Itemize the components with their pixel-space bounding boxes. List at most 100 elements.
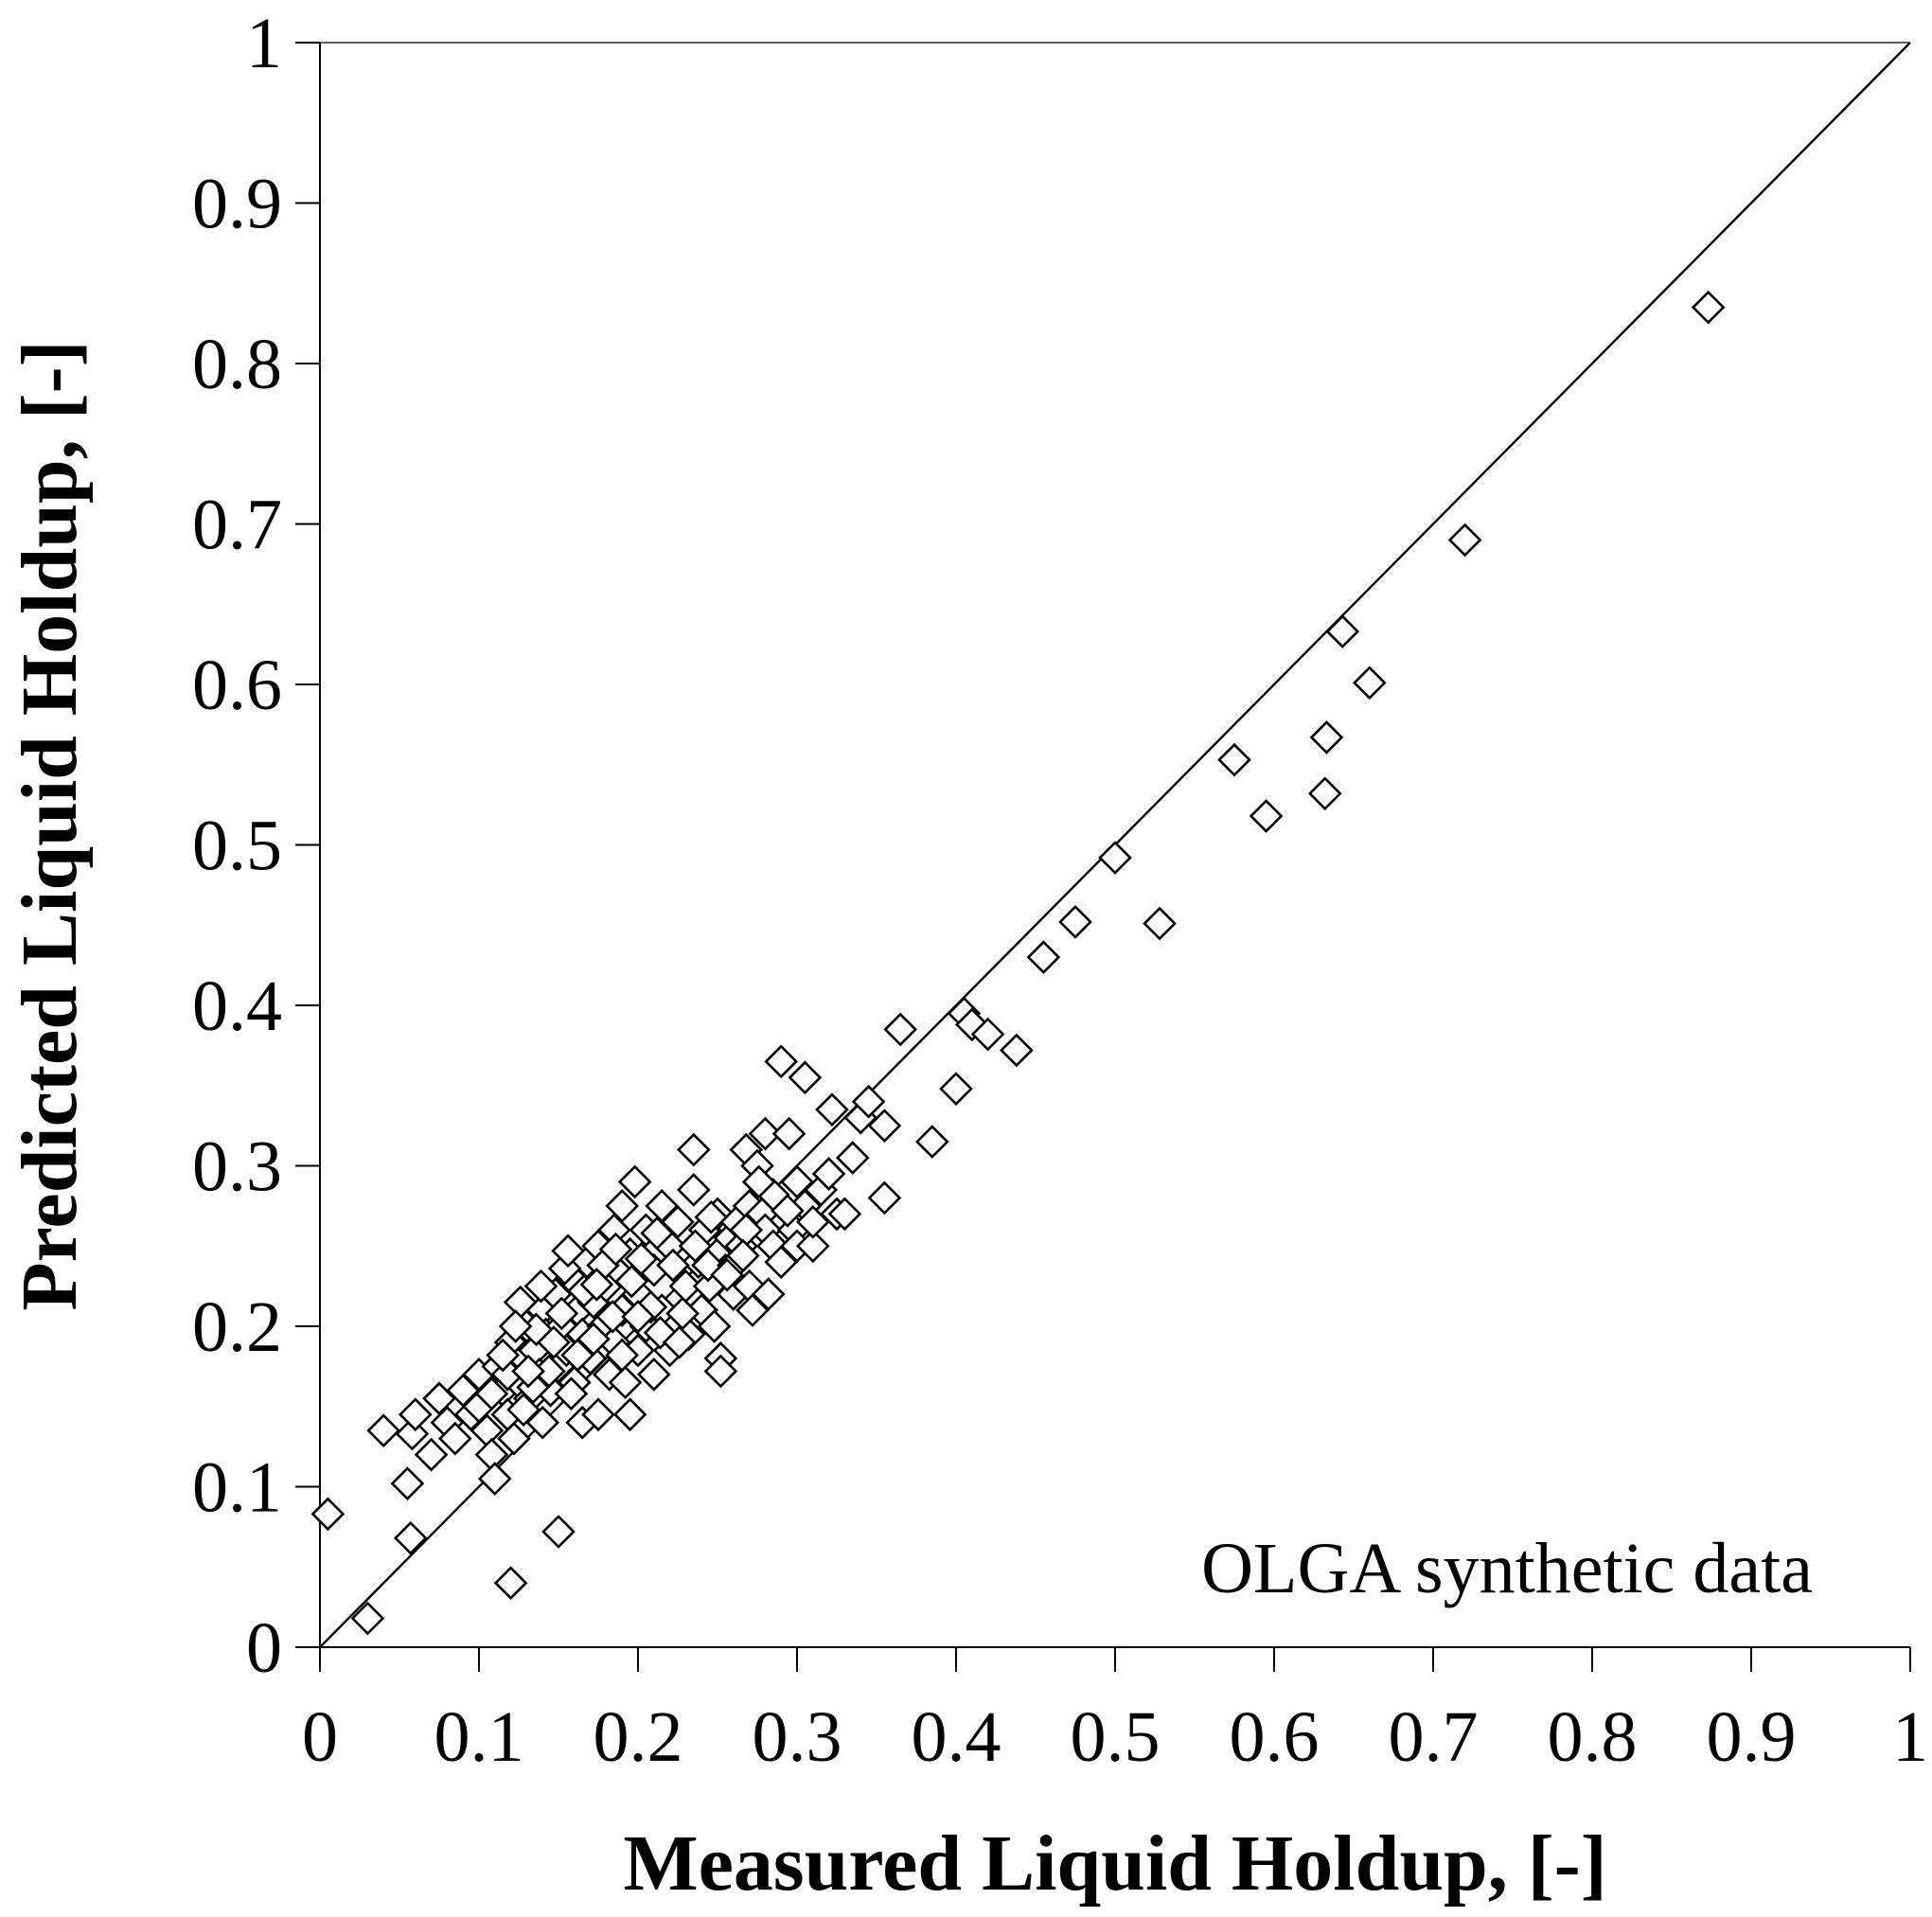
y-tick-label: 0.9 <box>192 165 282 244</box>
x-tick-label: 0.7 <box>1389 1697 1479 1777</box>
annotation-label: OLGA synthetic data <box>1201 1529 1813 1608</box>
x-tick-label: 0.1 <box>434 1697 524 1777</box>
data-point <box>665 1296 700 1331</box>
x-tick-label: 0 <box>302 1697 338 1777</box>
data-point <box>605 1338 640 1373</box>
y-tick-label: 0.6 <box>192 646 282 725</box>
x-tick-label: 1 <box>1892 1697 1928 1777</box>
data-point <box>493 1566 528 1601</box>
data-point <box>541 1515 576 1549</box>
data-point <box>598 1232 633 1267</box>
data-point <box>795 1229 830 1264</box>
data-point <box>1309 720 1344 754</box>
data-point <box>694 1199 729 1234</box>
x-tick-label: 0.8 <box>1548 1697 1638 1777</box>
data-point <box>780 1164 814 1199</box>
data-point <box>636 1358 671 1392</box>
data-point <box>621 1299 655 1334</box>
y-axis-ticks: 0 0.1 0.2 0.3 0.4 0.5 0.6 0.7 0.8 0.9 1 <box>192 4 320 1688</box>
data-point <box>581 1397 615 1432</box>
data-point <box>656 1248 690 1283</box>
data-point <box>827 1197 862 1232</box>
data-point <box>608 1365 643 1400</box>
data-point <box>617 1164 652 1199</box>
data-point <box>1249 799 1284 833</box>
data-point <box>1098 841 1132 875</box>
y-tick-label: 0.2 <box>192 1287 282 1367</box>
data-point <box>474 1376 509 1411</box>
data-point <box>1000 1033 1034 1068</box>
data-point <box>851 1084 886 1119</box>
data-point <box>788 1060 823 1095</box>
data-point <box>1325 614 1360 648</box>
data-point <box>1217 742 1251 777</box>
data-point <box>624 1241 659 1276</box>
data-point <box>970 1017 1005 1052</box>
data-point <box>398 1397 433 1432</box>
data-point <box>867 1180 902 1216</box>
x-axis-ticks: 0 0.1 0.2 0.3 0.4 0.5 0.6 0.7 0.8 0.9 1 <box>302 1647 1928 1777</box>
data-point <box>390 1466 425 1500</box>
y-axis-title: Predicted Liquid Holdup, [-] <box>6 340 94 1310</box>
data-points <box>310 290 1726 1636</box>
data-point <box>710 1257 744 1292</box>
x-tick-label: 0.6 <box>1230 1697 1320 1777</box>
y-tick-label: 0.8 <box>192 325 282 404</box>
data-point <box>795 1204 830 1239</box>
x-axis-title: Measured Liquid Holdup, [-] <box>623 1819 1606 1908</box>
y-tick-label: 0 <box>246 1608 282 1688</box>
data-point <box>310 1497 346 1532</box>
data-point <box>697 1309 732 1343</box>
data-point <box>612 1397 647 1432</box>
data-point <box>1352 666 1387 701</box>
data-point <box>771 1194 805 1228</box>
y-tick-label: 0.3 <box>192 1127 282 1207</box>
data-point <box>595 1299 629 1334</box>
data-point <box>751 1277 786 1311</box>
y-tick-label: 0.1 <box>192 1448 282 1528</box>
x-tick-label: 0.9 <box>1707 1697 1797 1777</box>
data-point <box>551 1234 585 1269</box>
data-point <box>726 1238 760 1273</box>
data-point <box>477 1462 512 1496</box>
data-point <box>640 1216 674 1251</box>
y-tick-label: 0.7 <box>192 486 282 565</box>
data-point <box>811 1157 846 1191</box>
data-point <box>523 1269 558 1304</box>
data-point <box>883 1012 918 1047</box>
data-point <box>414 1437 449 1472</box>
data-point <box>1058 905 1092 939</box>
x-tick-label: 0.4 <box>912 1697 1001 1777</box>
data-point <box>511 1354 545 1389</box>
data-point <box>437 1421 472 1456</box>
data-point <box>366 1413 401 1448</box>
y-tick-label: 0.4 <box>192 967 282 1046</box>
x-tick-label: 0.3 <box>753 1697 842 1777</box>
data-point <box>1026 940 1061 974</box>
data-point <box>605 1189 640 1223</box>
data-point <box>393 1520 428 1555</box>
data-point <box>914 1125 949 1159</box>
data-point <box>676 1173 711 1207</box>
data-point <box>350 1601 385 1636</box>
data-point <box>537 1325 571 1359</box>
data-point <box>703 1354 738 1389</box>
data-point <box>560 1338 594 1373</box>
data-point <box>748 1116 783 1151</box>
data-point <box>662 1325 697 1359</box>
data-point <box>741 1164 776 1199</box>
y-tick-label: 1 <box>246 4 282 83</box>
data-point <box>498 1309 533 1343</box>
data-point <box>554 1376 589 1411</box>
y-tick-label: 0.5 <box>192 807 282 886</box>
x-tick-label: 0.5 <box>1071 1697 1161 1777</box>
data-point <box>544 1296 579 1331</box>
data-point <box>867 1109 902 1143</box>
data-point <box>939 1072 973 1106</box>
data-point <box>579 1268 614 1302</box>
data-point <box>835 1141 870 1175</box>
x-tick-label: 0.2 <box>594 1697 683 1777</box>
data-point <box>497 1421 531 1456</box>
data-point <box>486 1338 521 1373</box>
